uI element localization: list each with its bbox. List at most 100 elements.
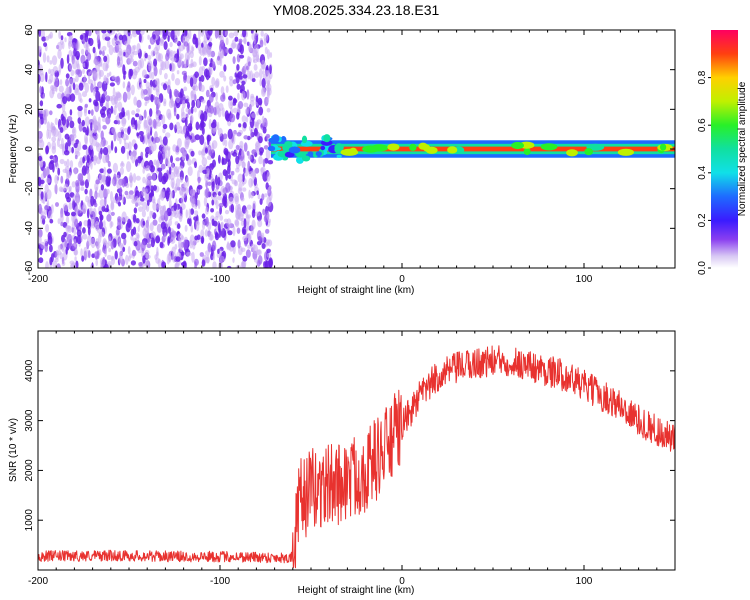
noise-speckle <box>130 84 135 96</box>
noise-speckle <box>60 35 64 41</box>
noise-speckle <box>258 136 263 144</box>
noise-speckle <box>64 37 67 43</box>
noise-speckle <box>183 41 189 47</box>
noise-speckle <box>207 30 213 36</box>
noise-speckle <box>96 30 101 38</box>
noise-speckle <box>167 147 171 158</box>
noise-speckle <box>129 57 134 63</box>
noise-speckle <box>106 72 110 78</box>
noise-speckle <box>231 170 235 176</box>
noise-speckle <box>116 181 121 189</box>
noise-speckle <box>219 55 223 67</box>
noise-speckle <box>99 220 103 230</box>
noise-speckle <box>105 63 109 72</box>
noise-speckle <box>187 166 193 177</box>
noise-speckle <box>51 136 57 143</box>
noise-speckle <box>89 70 95 75</box>
noise-speckle <box>202 169 208 174</box>
noise-speckle <box>216 30 222 37</box>
noise-speckle <box>185 209 188 219</box>
noise-speckle <box>101 45 107 52</box>
noise-speckle <box>211 218 215 226</box>
noise-speckle <box>52 66 59 73</box>
noise-speckle <box>111 75 116 80</box>
noise-speckle <box>262 158 266 168</box>
noise-speckle <box>158 216 162 223</box>
noise-speckle <box>162 123 168 130</box>
noise-speckle <box>240 149 244 157</box>
noise-speckle <box>190 58 194 67</box>
noise-speckle <box>210 176 214 182</box>
band-blob <box>584 148 593 156</box>
noise-speckle <box>219 215 224 221</box>
noise-speckle <box>110 140 114 151</box>
noise-speckle <box>190 150 195 157</box>
noise-speckle <box>56 250 62 256</box>
band-blob <box>334 146 342 154</box>
noise-speckle <box>132 60 138 67</box>
noise-speckle <box>139 134 144 143</box>
noise-speckle <box>217 55 220 61</box>
noise-speckle <box>129 68 134 77</box>
noise-speckle <box>104 36 111 41</box>
noise-speckle <box>121 117 127 125</box>
noise-speckle <box>179 213 183 223</box>
noise-speckle <box>77 109 83 118</box>
noise-speckle <box>156 159 160 170</box>
noise-speckle <box>228 139 234 150</box>
noise-speckle <box>182 149 185 161</box>
noise-speckle <box>155 85 160 93</box>
noise-speckle <box>193 216 198 221</box>
noise-speckle <box>145 192 150 201</box>
noise-speckle <box>131 124 136 129</box>
noise-speckle <box>167 253 172 262</box>
noise-speckle <box>178 165 184 170</box>
noise-speckle <box>153 58 158 67</box>
noise-speckle <box>262 126 267 134</box>
noise-speckle <box>245 116 249 123</box>
noise-speckle <box>90 122 93 131</box>
noise-speckle <box>236 83 241 90</box>
noise-speckle <box>221 50 224 59</box>
noise-speckle <box>43 42 48 47</box>
noise-speckle <box>146 243 152 249</box>
noise-speckle <box>62 96 68 105</box>
noise-speckle <box>259 68 263 80</box>
noise-speckle <box>123 51 126 57</box>
noise-speckle <box>266 252 272 258</box>
noise-speckle <box>54 81 60 87</box>
noise-speckle <box>119 126 125 132</box>
noise-speckle <box>159 68 163 76</box>
noise-speckle <box>84 82 90 93</box>
noise-speckle <box>142 201 148 211</box>
noise-speckle <box>106 188 110 195</box>
noise-speckle <box>47 210 53 221</box>
noise-speckle <box>187 158 192 166</box>
noise-speckle <box>99 141 104 148</box>
colorbar-tick-label: 0.8 <box>697 70 708 84</box>
noise-speckle <box>262 70 265 75</box>
noise-speckle <box>154 130 158 139</box>
noise-speckle <box>68 50 73 57</box>
noise-speckle <box>160 191 165 201</box>
noise-speckle <box>38 45 43 53</box>
noise-speckle <box>256 230 262 241</box>
noise-speckle <box>150 237 155 248</box>
noise-speckle <box>236 132 242 137</box>
noise-speckle <box>267 80 270 86</box>
noise-speckle <box>47 79 53 85</box>
noise-speckle <box>81 119 86 127</box>
noise-speckle <box>244 209 249 216</box>
noise-speckle <box>171 252 177 263</box>
noise-speckle <box>125 182 130 188</box>
noise-speckle <box>142 220 146 226</box>
band-blob <box>617 148 635 156</box>
noise-speckle <box>122 246 126 252</box>
noise-speckle <box>102 256 106 263</box>
noise-speckle <box>59 127 64 133</box>
noise-speckle <box>211 76 216 87</box>
noise-speckle <box>66 54 70 65</box>
noise-speckle <box>46 55 50 63</box>
noise-speckle <box>226 218 232 229</box>
